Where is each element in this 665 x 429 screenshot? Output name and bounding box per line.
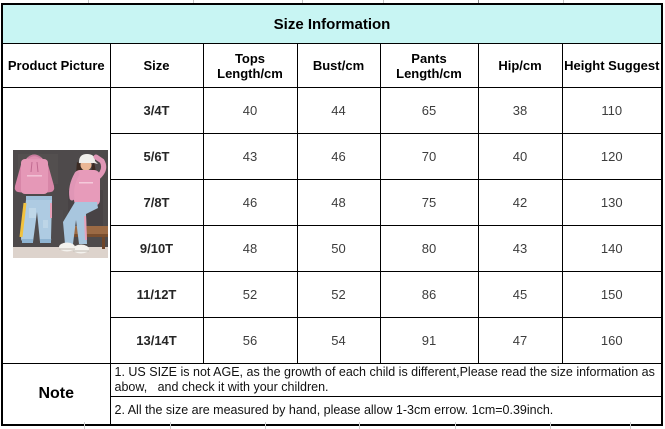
bust-value: 52	[296, 271, 381, 318]
product-picture-cell	[1, 87, 111, 364]
col-header-bust: Bust/cm	[296, 43, 381, 88]
product-photo	[13, 150, 108, 258]
size-table: Size Information Product Picture Size To…	[1, 3, 664, 426]
col-header-product-picture: Product Picture	[1, 43, 111, 88]
size-row-3-4t: 3/4T 40 44 65 38 110	[1, 87, 663, 364]
col-header-pants-length: Pants Length/cm	[379, 43, 479, 88]
hip-value: 45	[477, 271, 563, 318]
girl-model	[59, 154, 107, 254]
height-value: 140	[561, 225, 663, 272]
height-value: 150	[561, 271, 663, 318]
bust-value: 46	[296, 133, 381, 180]
hip-value: 38	[477, 87, 563, 134]
hip-value: 47	[477, 317, 563, 364]
height-value: 120	[561, 133, 663, 180]
size-row-9-10t: 9/10T 48 50 80 43 140	[2, 225, 663, 272]
hip-value: 43	[477, 225, 563, 272]
pants-length-value: 91	[379, 317, 479, 364]
tops-length-value: 52	[202, 271, 298, 318]
size-value: 13/14T	[109, 317, 204, 364]
height-value: 160	[561, 317, 663, 364]
col-header-hip: Hip/cm	[477, 43, 563, 88]
pants-length-value: 65	[379, 87, 479, 134]
tops-length-value: 46	[202, 179, 298, 226]
pants-length-value: 75	[379, 179, 479, 226]
hip-value: 40	[477, 133, 563, 180]
pants-length-value: 80	[379, 225, 479, 272]
size-row-5-6t: 5/6T 43 46 70 40 120	[2, 133, 663, 180]
hip-value: 42	[477, 179, 563, 226]
col-header-tops-length: Tops Length/cm	[202, 43, 298, 88]
size-row-11-12t: 11/12T 52 52 86 45 150	[2, 271, 663, 318]
size-value: 5/6T	[109, 133, 204, 180]
tops-length-value: 48	[202, 225, 298, 272]
floor	[13, 247, 108, 258]
table-title: Size Information	[1, 3, 663, 44]
tops-length-value: 56	[202, 317, 298, 364]
col-header-height-suggest: Height Suggest	[561, 43, 663, 88]
note-line-2: 2. All the size are measured by hand, pl…	[109, 396, 663, 425]
bust-value: 54	[296, 317, 381, 364]
size-value: 11/12T	[109, 271, 204, 318]
height-value: 130	[561, 179, 663, 226]
col-header-size: Size	[109, 43, 204, 88]
size-value: 3/4T	[109, 87, 204, 134]
tops-length-value: 43	[202, 133, 298, 180]
bust-value: 48	[296, 179, 381, 226]
flat-hoodie	[14, 154, 55, 194]
size-value: 7/8T	[109, 179, 204, 226]
bust-value: 44	[296, 87, 381, 134]
size-value: 9/10T	[109, 225, 204, 272]
tops-length-value: 40	[202, 87, 298, 134]
size-row-7-8t: 7/8T 46 48 75 42 130	[2, 179, 663, 226]
pants-length-value: 86	[379, 271, 479, 318]
note-line-1: 1. US SIZE is not AGE, as the growth of …	[109, 363, 663, 397]
bust-value: 50	[296, 225, 381, 272]
size-row-13-14t: 13/14T 56 54 91 47 160	[2, 317, 663, 364]
height-value: 110	[561, 87, 663, 134]
pants-length-value: 70	[379, 133, 479, 180]
flat-jeans	[19, 196, 52, 243]
note-label: Note	[1, 363, 111, 425]
